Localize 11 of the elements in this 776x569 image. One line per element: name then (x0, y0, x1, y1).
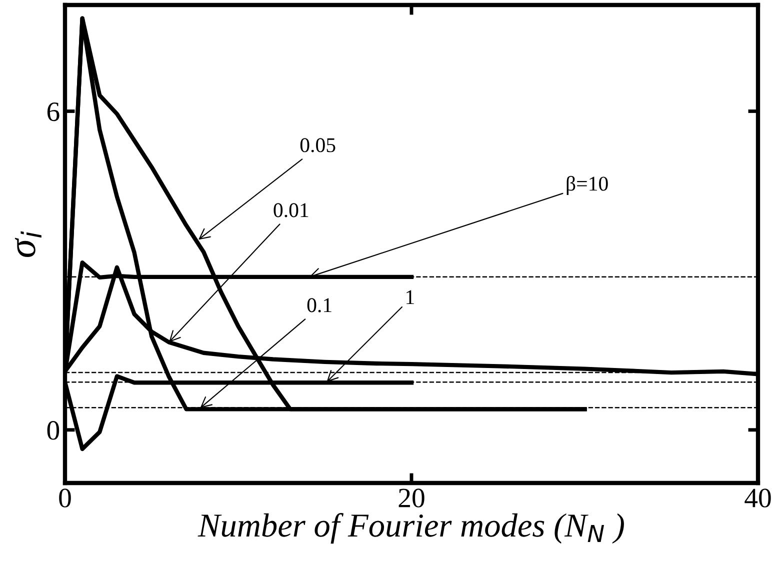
y-axis-title: σ$_{i}$ (14, 231, 42, 258)
x-tick-label: 0 (59, 488, 71, 508)
annotation: 0.05 (300, 138, 336, 152)
annotation: 0.1 (307, 298, 332, 312)
annotation: β=10 (566, 176, 608, 195)
x-tick-label: 20 (398, 488, 424, 508)
y-tick-label: 6 (47, 102, 60, 122)
x-tick-label: 40 (744, 488, 771, 508)
x-axis-title: Number of Fourier modes (N$_{N}$ ) (198, 513, 624, 544)
annotation: 1 (406, 290, 414, 304)
annotation: 0.01 (274, 203, 308, 218)
